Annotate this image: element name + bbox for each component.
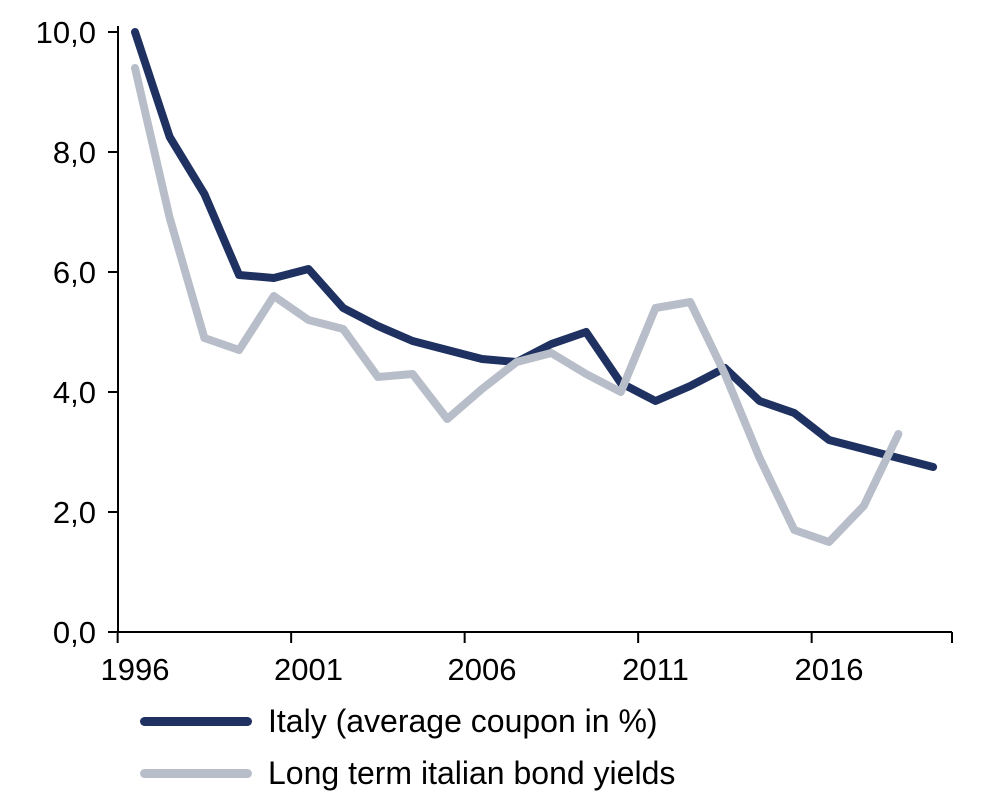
x-tick-label: 1996 [101, 652, 170, 687]
x-tick-label: 2006 [448, 652, 517, 687]
y-tick-label: 4,0 [53, 375, 96, 410]
legend-label-bond-yields: Long term italian bond yields [268, 755, 676, 791]
legend: Italy (average coupon in %) Long term it… [140, 700, 675, 794]
legend-line-swatch-bond-yields [140, 768, 252, 778]
x-tick-label: 2001 [274, 652, 343, 687]
legend-line-swatch-italy-coupon [140, 716, 252, 726]
series-line-1 [131, 64, 903, 546]
legend-item-bond-yields: Long term italian bond yields [140, 752, 675, 794]
legend-label-italy-coupon: Italy (average coupon in %) [268, 703, 658, 739]
y-tick-label: 8,0 [53, 135, 96, 170]
y-tick-label: 10,0 [36, 15, 96, 50]
plot-area: 0,0 2,0 4,0 6,0 8,0 10,0 1996 2001 2006 2011 2016 [36, 15, 953, 687]
x-tick-label: 2016 [795, 652, 864, 687]
y-tick-label: 0,0 [53, 615, 96, 650]
y-tick-label: 2,0 [53, 495, 96, 530]
series-line-0 [131, 28, 938, 471]
y-tick-label: 6,0 [53, 255, 96, 290]
legend-item-italy-coupon: Italy (average coupon in %) [140, 700, 675, 742]
x-tick-label: 2011 [622, 652, 689, 687]
